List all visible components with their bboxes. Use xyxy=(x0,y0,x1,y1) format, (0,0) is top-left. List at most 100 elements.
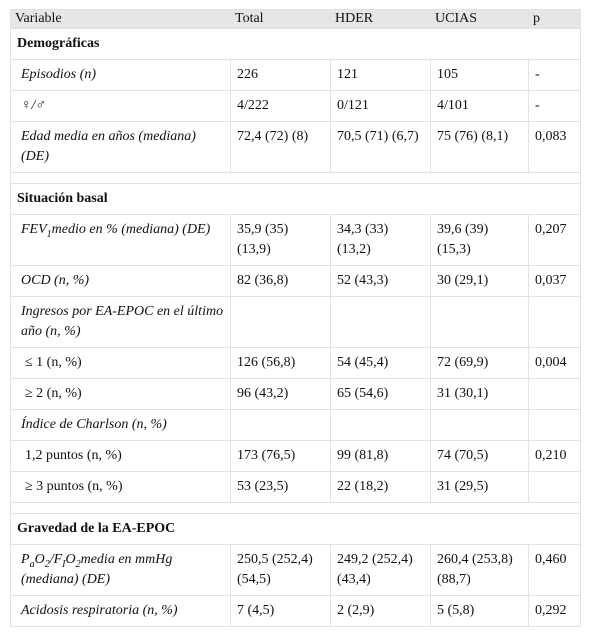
row-label: ≥ 2 (n, %) xyxy=(10,378,231,410)
row-label: FEV1medio en % (mediana) (DE) xyxy=(10,214,231,266)
cell: 4/222 xyxy=(230,90,331,122)
row-label: Episodios (n) xyxy=(10,59,231,91)
cell: 22 (18,2) xyxy=(330,471,431,503)
header-cell: p xyxy=(528,9,581,29)
cell: 7 (4,5) xyxy=(230,595,331,627)
cell: 0,210 xyxy=(528,440,581,472)
header-cell: UCIAS xyxy=(430,9,529,29)
empty-cell xyxy=(528,471,581,503)
cell: 70,5 (71) (6,7) xyxy=(330,121,431,173)
cell: 99 (81,8) xyxy=(330,440,431,472)
cell: 53 (23,5) xyxy=(230,471,331,503)
label-text: P xyxy=(21,552,30,567)
section-row: Demográficas xyxy=(10,28,581,60)
data-row: ♀/♂ 4/222 0/121 4/101- xyxy=(10,90,581,122)
cell: 72,4 (72) (8) xyxy=(230,121,331,173)
label-text: FEV xyxy=(21,222,47,237)
header-cell: Total xyxy=(230,9,331,29)
cell: 2 (2,9) xyxy=(330,595,431,627)
empty-cell xyxy=(230,409,331,441)
label-text: Ingresos por EA-EPOC en el último año (n… xyxy=(21,304,224,339)
cell: 173 (76,5) xyxy=(230,440,331,472)
subscript: a xyxy=(29,558,35,570)
data-row: ≥ 2 (n, %) 96 (43,2) 65 (54,6) 31 (30,1) xyxy=(10,378,581,410)
empty-cell xyxy=(230,296,331,348)
spacer xyxy=(10,172,581,184)
cell: 96 (43,2) xyxy=(230,378,331,410)
cell: 34,3 (33) (13,2) xyxy=(330,214,431,266)
label-text: Índice de Charlson (n, %) xyxy=(21,417,167,432)
row-label: ≤ 1 (n, %) xyxy=(10,347,231,379)
label-text: ≤ 1 (n, %) xyxy=(25,355,82,370)
cell: 0,004 xyxy=(528,347,581,379)
row-label: Índice de Charlson (n, %) xyxy=(10,409,231,441)
row-label: Ingresos por EA-EPOC en el último año (n… xyxy=(10,296,231,348)
cell: 4/101 xyxy=(430,90,529,122)
row-label: ≥ 3 puntos (n, %) xyxy=(10,471,231,503)
label-text: O xyxy=(65,552,76,567)
data-row: ≥ 3 puntos (n, %) 53 (23,5) 22 (18,2) 31 (2… xyxy=(10,471,581,503)
cell: 105 xyxy=(430,59,529,91)
empty-cell xyxy=(330,409,431,441)
cell: 72 (69,9) xyxy=(430,347,529,379)
cell: 121 xyxy=(330,59,431,91)
cell: 0,292 xyxy=(528,595,581,627)
cell: - xyxy=(528,90,581,122)
data-row: FEV1medio en % (mediana) (DE) 35,9 (35) (… xyxy=(10,214,581,266)
section-row: Situación basal xyxy=(10,183,581,215)
header-cell: HDER xyxy=(330,9,431,29)
row-label: Acidosis respiratoria (n, %) xyxy=(10,595,231,627)
cell: 54 (45,4) xyxy=(330,347,431,379)
subscript: 2 xyxy=(75,558,81,570)
cell: 0,207 xyxy=(528,214,581,266)
cell: 35,9 (35) (13,9) xyxy=(230,214,331,266)
data-row: Ingresos por EA-EPOC en el último año (n… xyxy=(10,296,581,348)
cell: 74 (70,5) xyxy=(430,440,529,472)
empty-cell xyxy=(528,409,581,441)
cell: 39,6 (39) (15,3) xyxy=(430,214,529,266)
cell: 31 (30,1) xyxy=(430,378,529,410)
label-text: OCD (n, %) xyxy=(21,273,90,288)
cell: 0,037 xyxy=(528,265,581,297)
label-text: /F xyxy=(49,552,63,567)
cell: 31 (29,5) xyxy=(430,471,529,503)
label-text: media en mmHg (mediana) (DE) xyxy=(21,552,173,587)
empty-cell xyxy=(528,296,581,348)
row-label: Edad media en años (mediana) (DE) xyxy=(10,121,231,173)
section-row: Gravedad de la EA-EPOC xyxy=(10,513,581,545)
spacer-row xyxy=(10,172,581,184)
subscript: 2 xyxy=(44,558,50,570)
label-text: Episodios (n) xyxy=(21,67,97,82)
cell: 260,4 (253,8) (88,7) xyxy=(430,544,529,596)
cell: 0/121 xyxy=(330,90,431,122)
data-row: OCD (n, %) 82 (36,8) 52 (43,3) 30 (29,1) 0,0… xyxy=(10,265,581,297)
data-row: PaO2/FIO2media en mmHg (mediana) (DE) 250… xyxy=(10,544,581,596)
subscript: I xyxy=(62,558,66,570)
label-text: Acidosis respiratoria (n, %) xyxy=(21,603,178,618)
cell: 75 (76) (8,1) xyxy=(430,121,529,173)
cell: 5 (5,8) xyxy=(430,595,529,627)
data-row: ≤ 1 (n, %) 126 (56,8) 54 (45,4) 72 (69,9) 0,… xyxy=(10,347,581,379)
header-row: Variable Total HDER UCIAS p xyxy=(10,9,581,29)
data-row: Acidosis respiratoria (n, %) 7 (4,5) 2 (2,… xyxy=(10,595,581,627)
spacer xyxy=(10,502,581,514)
data-table: Variable Total HDER UCIAS p Demográficas Epis… xyxy=(10,9,581,627)
empty-cell xyxy=(430,409,529,441)
empty-cell xyxy=(430,296,529,348)
cell: 82 (36,8) xyxy=(230,265,331,297)
label-text: Edad media en años (mediana) (DE) xyxy=(21,129,196,164)
section-title: Gravedad de la EA-EPOC xyxy=(10,513,581,545)
section-title: Situación basal xyxy=(10,183,581,215)
section-title: Demográficas xyxy=(10,28,581,60)
row-label: ♀/♂ xyxy=(10,90,231,122)
header-cell: Variable xyxy=(10,9,231,29)
data-row: 1,2 puntos (n, %) 173 (76,5) 99 (81,8) 74 (… xyxy=(10,440,581,472)
cell: 226 xyxy=(230,59,331,91)
cell: 52 (43,3) xyxy=(330,265,431,297)
label-text: medio en % (mediana) (DE) xyxy=(51,222,211,237)
cell: 126 (56,8) xyxy=(230,347,331,379)
label-text: ≥ 2 (n, %) xyxy=(25,386,82,401)
label-text: ≥ 3 puntos (n, %) xyxy=(25,479,123,494)
data-row: Edad media en años (mediana) (DE) 72,4 (7… xyxy=(10,121,581,173)
